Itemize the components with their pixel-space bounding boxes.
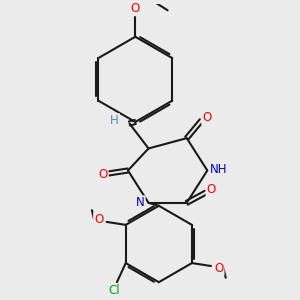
- Text: O: O: [94, 213, 103, 226]
- Text: O: O: [206, 183, 216, 196]
- Text: O: O: [202, 111, 212, 124]
- Text: NH: NH: [210, 163, 227, 176]
- Text: N: N: [136, 196, 145, 209]
- Text: O: O: [131, 2, 140, 15]
- Text: O: O: [98, 168, 108, 182]
- Text: H: H: [110, 114, 119, 127]
- Text: O: O: [214, 262, 224, 275]
- Text: Cl: Cl: [109, 284, 120, 297]
